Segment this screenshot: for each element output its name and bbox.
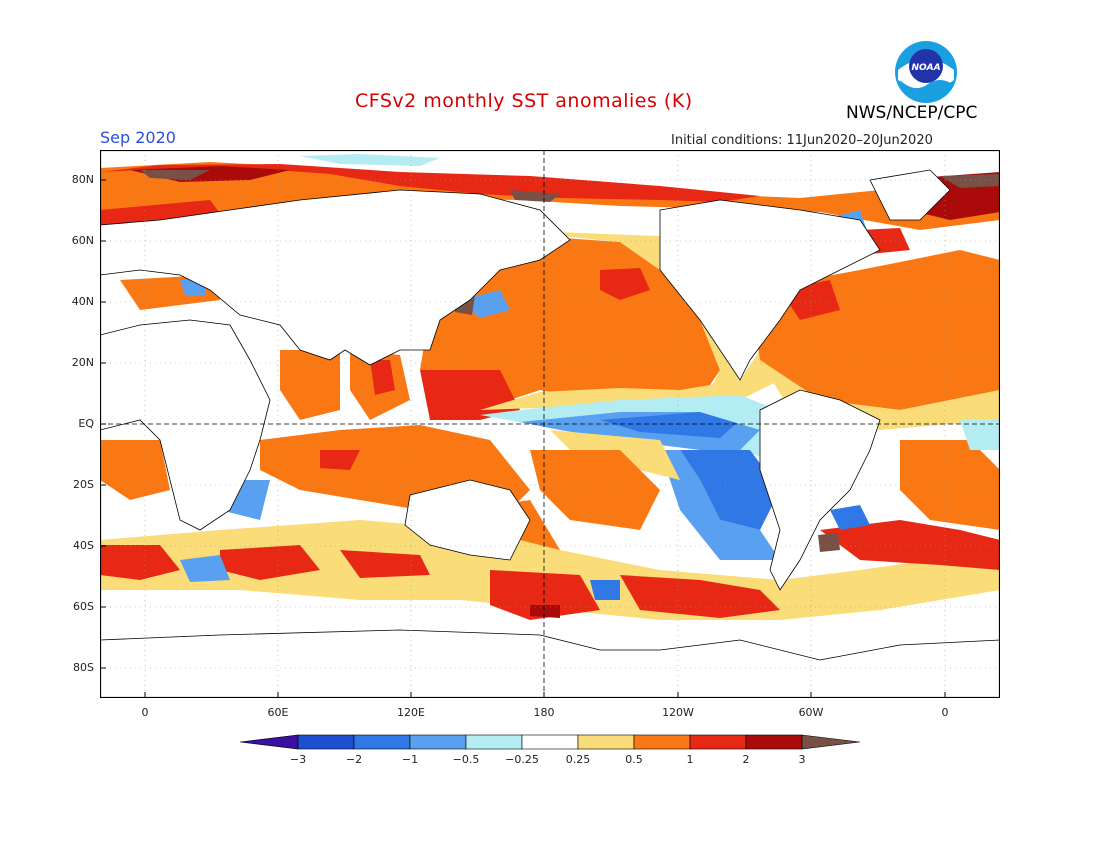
bay-of-bengal-red [370,360,395,395]
south-atlantic-extreme [818,533,840,552]
southern-ocean-band [100,520,1000,620]
colorbar-label-p2: 2 [743,753,750,766]
lat-label-eq: EQ [78,417,94,430]
agency-label: NWS/NCEP/CPC [846,103,978,123]
west-africa-warm [100,440,170,500]
colorbar-label-m05: −0.5 [453,753,480,766]
lat-label-40n: 40N [71,295,94,308]
lat-label-40s: 40S [73,539,94,552]
colorbar-swatch-6 [577,734,635,750]
colorbar-swatch-2 [353,734,411,750]
south-pacific-cool-rim [660,450,780,560]
gulf-of-guinea-cool [960,420,1000,450]
lon-label-0: 0 [141,706,149,719]
arctic-extreme-region [140,170,210,180]
greenland-sea-extreme [940,174,1000,188]
sst-anomaly-map [100,150,1000,698]
colorbar-swatch-8 [689,734,747,750]
colorbar-label-p05: 0.5 [625,753,643,766]
logo-text: NOAA [911,63,940,73]
south-atlantic-red [820,520,1000,570]
lon-label-120e: 120E [397,706,425,719]
lon-label-60e: 60E [267,706,289,719]
colorbar-swatch-9 [745,734,803,750]
colorbar-swatch-7 [633,734,691,750]
arctic-red-region [100,164,760,202]
lon-label-180: 180 [533,706,555,719]
indian-ocean-red [320,450,360,470]
equatorial-pacific-cool-core [600,412,740,438]
lat-label-20n: 20N [71,356,94,369]
southern-ocean-cool-2 [590,580,620,600]
north-america-land [659,199,881,381]
colorbar-swatch-1 [297,734,355,750]
antarctica-land [100,629,1000,698]
southern-ocean-red-2 [220,545,320,580]
north-pacific-red-patch [600,268,650,300]
lat-label-80s: 80S [73,661,94,674]
southern-ocean-red-3 [340,550,430,578]
eurasia-land [100,189,571,366]
colorbar-label-m025: −0.25 [505,753,539,766]
map-grid [100,150,1000,698]
south-pacific-red-band [490,570,600,620]
lat-label-60s: 60S [73,600,94,613]
south-pacific-extreme [530,605,560,618]
south-pacific-cool-band [680,450,780,530]
initial-conditions: Initial conditions: 11Jun2020–20Jun2020 [671,133,933,148]
colorbar-cap-high [801,734,860,750]
colorbar-label-p3: 3 [799,753,806,766]
arabian-sea-warm [280,350,340,420]
lon-label-60w: 60W [798,706,824,719]
colorbar-label-p025: 0.25 [566,753,591,766]
equatorial-pacific-cool-rim [480,395,790,460]
africa-land [100,319,271,531]
colorbar-label-m2: −2 [346,753,362,766]
southern-ocean-cool [180,555,230,582]
arctic-cool-patch [300,154,440,166]
colorbar-swatch-3 [409,734,467,750]
map-title: CFSv2 monthly SST anomalies (K) [355,90,693,112]
colorbar-label-m1: −1 [402,753,418,766]
noaa-logo: NOAA [894,40,958,104]
colorbar-label-m3: −3 [290,753,306,766]
southern-ocean-red [100,545,180,580]
colorbar-swatch-4 [465,734,523,750]
lat-label-80n: 80N [71,173,94,186]
colorbar-cap-low [240,734,299,750]
arctic-extreme-region-2 [510,190,560,202]
australia-land [404,479,531,561]
lon-label-0-east: 0 [941,706,949,719]
lat-label-60n: 60N [71,234,94,247]
forecast-month: Sep 2020 [100,128,176,147]
south-atlantic-cool [830,505,870,530]
colorbar-label-p1: 1 [687,753,694,766]
colorbar-swatch-5 [521,734,579,750]
south-america-land [759,389,881,591]
color-bar: −3 −2 −1 −0.5 −0.25 0.25 0.5 1 2 3 [240,734,860,766]
greenland-land [869,169,951,221]
lat-label-20s: 20S [73,478,94,491]
lon-label-120w: 120W [662,706,694,719]
southwest-pacific-warm [530,450,660,530]
